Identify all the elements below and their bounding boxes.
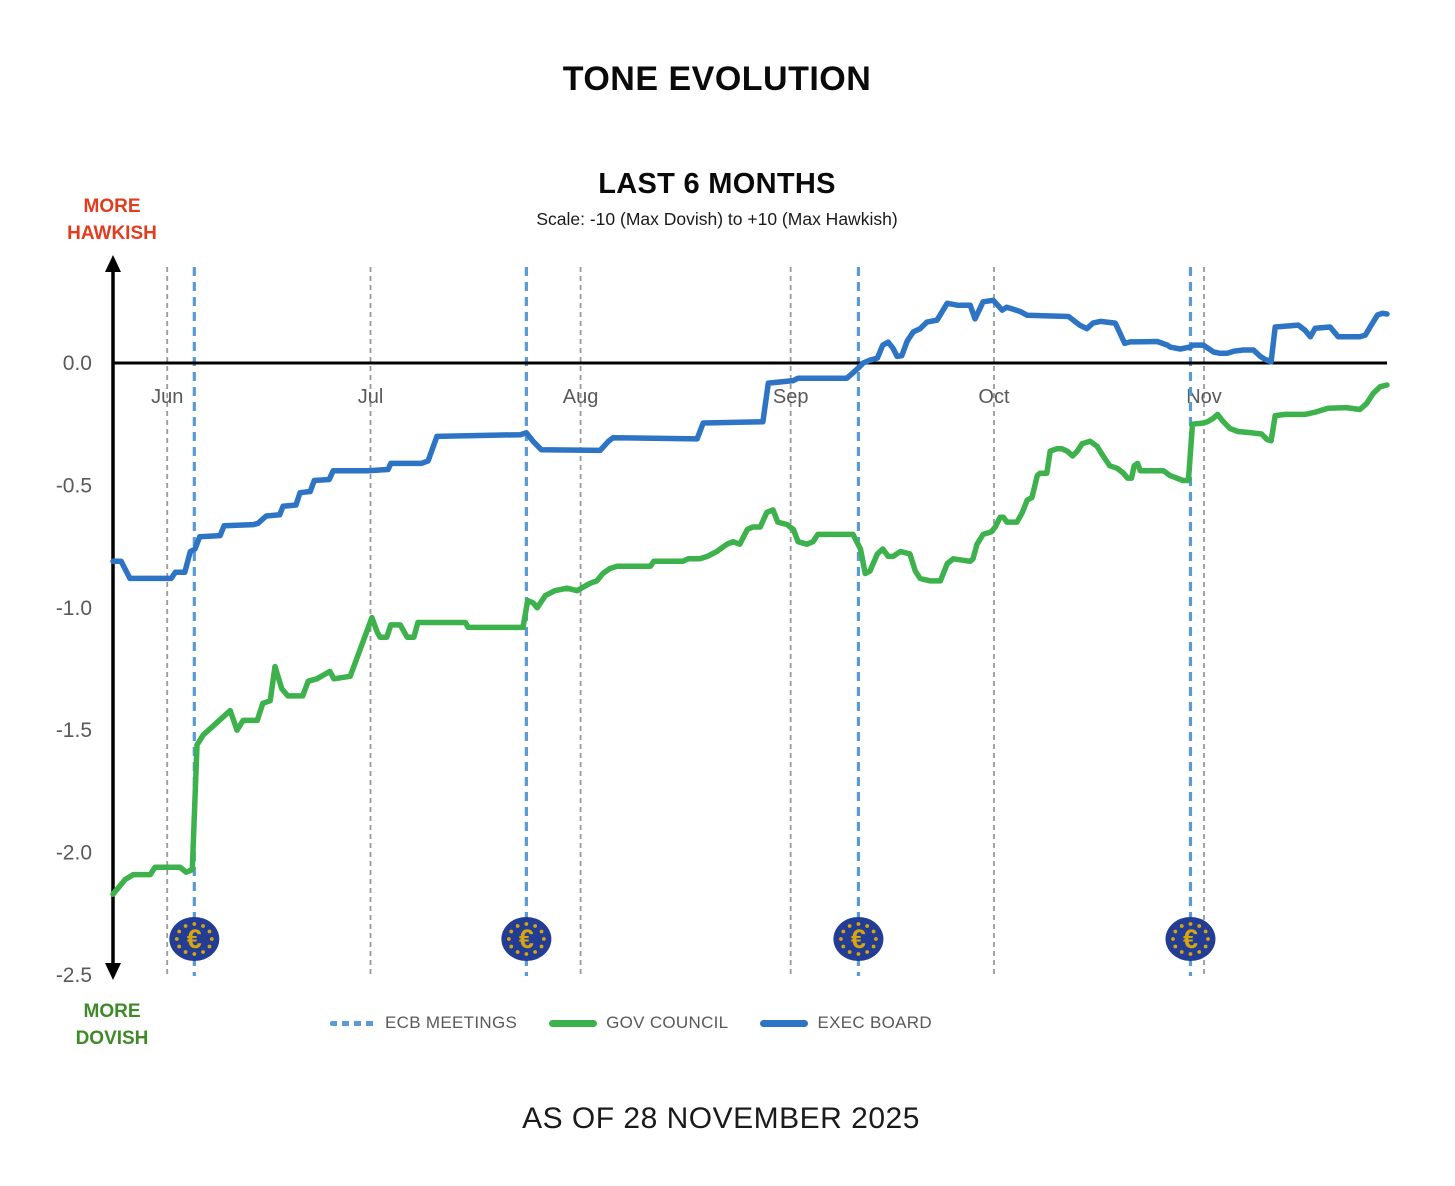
y-axis-tick-label: 0.0 — [63, 352, 92, 375]
page-title: TONE EVOLUTION — [562, 60, 872, 98]
x-axis-month-label: Sep — [773, 386, 809, 408]
scale-note: Scale: -10 (Max Dovish) to +10 (Max Hawk… — [536, 209, 898, 229]
more-hawkish-label: MORE HAWKISH — [0, 193, 224, 247]
y-axis-arrow-up-icon — [105, 255, 121, 272]
more-dovish-label: MORE DOVISH — [0, 998, 224, 1052]
more-dovish-line1: MORE — [83, 1001, 141, 1022]
more-hawkish-line1: MORE — [83, 196, 141, 217]
svg-text:€: € — [1183, 924, 1198, 954]
euro-coin-icon: € — [169, 917, 220, 961]
y-axis-tick-label: -1.5 — [56, 719, 92, 742]
euro-coin-icon: € — [833, 917, 884, 961]
y-axis-tick-label: -2.0 — [56, 842, 92, 865]
legend-item-ecb-meetings: ECB MEETINGS — [330, 1013, 517, 1033]
x-axis-month-label: Jul — [358, 386, 384, 408]
chart-legend: ECB MEETINGS GOV COUNCIL EXEC BOARD — [0, 1013, 1262, 1033]
legend-item-gov-council: GOV COUNCIL — [549, 1013, 728, 1033]
legend-item-exec-board: EXEC BOARD — [760, 1013, 932, 1033]
chart-title: LAST 6 MONTHS — [598, 168, 836, 200]
euro-coin-icon: € — [1165, 917, 1216, 961]
legend-label-gov-council: GOV COUNCIL — [606, 1013, 729, 1032]
y-axis-arrow-down-icon — [105, 963, 121, 980]
y-axis-tick-label: -0.5 — [56, 474, 92, 497]
blue-line-icon — [760, 1019, 809, 1027]
more-hawkish-line2: HAWKISH — [67, 223, 157, 244]
euro-coin-icon: € — [501, 917, 552, 961]
x-axis-month-label: Jun — [151, 386, 183, 408]
svg-text:€: € — [851, 924, 866, 954]
gov-council-line — [110, 382, 1390, 897]
dashed-line-icon — [330, 1020, 377, 1026]
legend-label-ecb-meetings: ECB MEETINGS — [385, 1013, 518, 1032]
x-axis-month-label: Aug — [563, 386, 599, 408]
svg-text:€: € — [187, 924, 202, 954]
x-axis-month-label: Nov — [1186, 386, 1222, 408]
more-dovish-line2: DOVISH — [75, 1028, 149, 1049]
green-line-icon — [549, 1019, 598, 1027]
x-axis-month-label: Oct — [978, 386, 1010, 408]
y-axis-tick-label: -2.5 — [56, 964, 92, 987]
exec-board-line — [110, 297, 1390, 582]
svg-text:€: € — [519, 924, 534, 954]
legend-label-exec-board: EXEC BOARD — [817, 1013, 932, 1032]
y-axis-tick-label: -1.0 — [56, 597, 92, 620]
as-of-date: AS OF 28 NOVEMBER 2025 — [522, 1102, 920, 1135]
